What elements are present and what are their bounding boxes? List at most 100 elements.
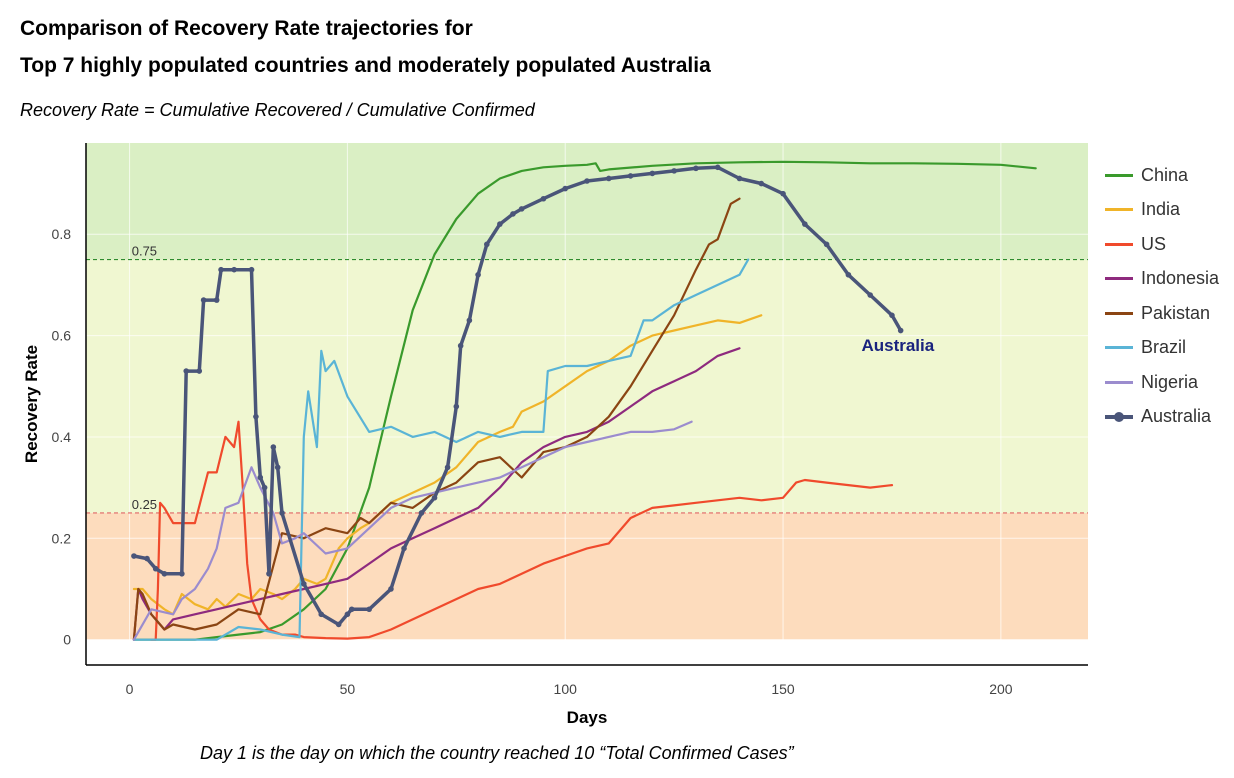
series-point-australia [261,484,268,491]
series-point-australia [318,611,325,618]
series-point-australia [889,312,895,319]
series-point-australia [431,494,438,501]
series-point-australia [627,173,634,179]
series-point-australia [867,292,873,298]
y-tick-label-0: 0 [63,632,71,648]
series-point-australia [388,586,394,592]
series-point-australia [253,413,259,420]
y-tick-label-0.2: 0.2 [52,530,72,546]
band-1 [86,259,1088,513]
legend-item-indonesia: Indonesia [1105,262,1219,297]
series-point-australia [453,403,460,410]
series-point-australia [484,241,490,248]
series-point-australia [344,611,351,618]
legend-item-us: US [1105,227,1219,262]
x-tick-label-50: 50 [340,681,356,697]
legend-swatch-brazil [1105,346,1133,350]
series-point-australia [279,510,285,516]
legend-item-india: India [1105,193,1219,228]
series-point-australia [196,368,203,374]
legend-swatch-india [1105,208,1133,212]
legend-item-pakistan: Pakistan [1105,296,1219,331]
series-point-australia [584,178,590,184]
series-point-australia [179,570,185,577]
legend-label-us: US [1141,233,1167,254]
series-line-us [150,420,894,641]
series-line-nigeria [132,420,693,641]
x-tick-label-100: 100 [554,681,578,697]
chart-caption: Day 1 is the day on which the country re… [200,743,794,763]
series-line-india [132,314,763,616]
legend-label-indonesia: Indonesia [1141,268,1220,289]
series-point-australia [231,266,237,273]
chart-legend: China India US Indonesia Pakistan Brazil Niger… [1105,158,1219,434]
series-point-australia [418,510,425,516]
reference-label-0: 0.75 [132,244,157,259]
series-point-australia [161,570,168,577]
series-point-australia [562,185,569,192]
series-point-australia [475,271,481,278]
series-point-australia [213,297,220,303]
x-tick-label-200: 200 [989,681,1013,697]
chart-title-line1: Comparison of Recovery Rate trajectories… [20,17,473,40]
series-point-australia [348,606,355,613]
series-line-brazil [132,258,750,641]
legend-swatch-indonesia [1105,277,1133,281]
series-point-australia [671,168,677,174]
chart-subtitle: Recovery Rate = Cumulative Recovered / C… [20,100,535,120]
series-point-australia [248,266,255,273]
series-point-australia [497,221,503,227]
y-axis-label: Recovery Rate [22,345,41,463]
series-point-australia [897,327,904,334]
series-point-australia [518,206,525,212]
series-point-australia [152,565,159,572]
series-point-australia [200,297,207,303]
y-tick-label-0.6: 0.6 [52,328,72,344]
series-point-australia [823,241,830,248]
legend-label-pakistan: Pakistan [1141,302,1211,323]
series-point-australia [301,581,307,587]
series-point-australia [510,211,516,217]
legend-label-brazil: Brazil [1141,337,1187,358]
legend-swatch-australia [1105,411,1133,422]
legend-label-australia: Australia [1141,406,1212,427]
series-point-australia [335,621,342,628]
series-point-australia [845,271,852,278]
series-point-australia [780,190,786,197]
series-point-australia [758,180,765,187]
legend-label-india: India [1141,199,1181,220]
band-2 [86,143,1088,260]
y-tick-label-0.8: 0.8 [52,226,72,242]
y-tick-label-0.4: 0.4 [52,429,72,445]
legend-item-brazil: Brazil [1105,331,1219,366]
legend-label-china: China [1141,164,1189,185]
series-point-australia [257,474,264,481]
series-point-australia [270,444,277,450]
series-line-china [132,160,1037,641]
legend-swatch-china [1105,173,1133,177]
x-tick-label-150: 150 [771,681,795,697]
series-line-pakistan [132,197,741,641]
legend-label-nigeria: Nigeria [1141,371,1199,392]
series-point-australia [274,464,281,471]
series-point-australia [466,317,473,324]
legend-item-nigeria: Nigeria [1105,365,1219,400]
x-axis-label: Days [567,708,608,727]
legend-item-australia: Australia [1105,400,1219,435]
series-point-australia [218,266,224,273]
series-point-australia [266,570,272,577]
series-point-australia [802,221,808,227]
series-point-australia [457,342,464,349]
series-point-australia [144,555,150,562]
series-line-indonesia [132,347,741,641]
series-point-australia [736,175,743,182]
band-0 [86,512,1088,640]
series-point-australia [444,464,451,471]
legend-marker-australia [1114,411,1124,422]
series-point-australia [605,175,612,182]
annotation-label-0: Australia [861,336,934,355]
series-point-australia [714,164,721,171]
x-tick-label-0: 0 [126,681,134,697]
series-point-australia [401,545,407,552]
